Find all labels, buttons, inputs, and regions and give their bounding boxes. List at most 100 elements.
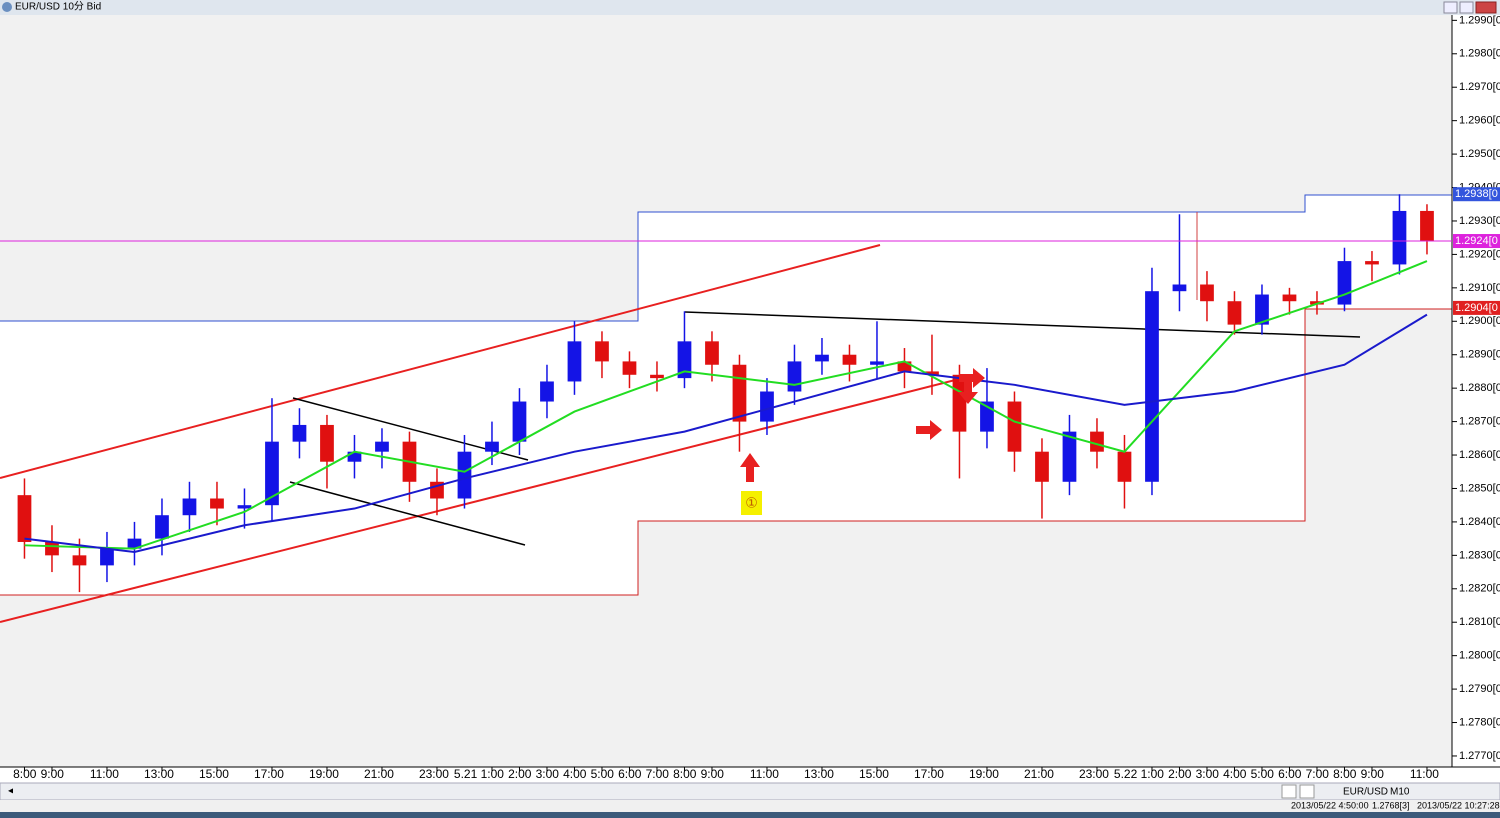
x-tick-label: 9:00 — [701, 767, 725, 781]
candle-body — [1227, 301, 1242, 325]
candle-body — [1062, 431, 1077, 482]
moving-average — [24, 260, 1428, 550]
candle-body — [705, 341, 719, 365]
y-tick-label: 1.2780[0 — [1459, 716, 1500, 728]
price-label-box — [1453, 300, 1500, 315]
candle-body — [237, 505, 252, 509]
x-tick-label: 2:00 — [1168, 767, 1192, 781]
x-tick-label: 11:00 — [90, 767, 119, 781]
candle-body — [1200, 284, 1214, 302]
y-tick-label: 1.2950[0 — [1459, 148, 1500, 160]
y-tick-label: 1.2970[0 — [1459, 81, 1500, 93]
candle-body — [292, 424, 307, 442]
timeframe-selector[interactable]: M10 — [1390, 787, 1410, 798]
y-tick-label: 1.2990[0 — [1459, 14, 1500, 26]
maximize-button[interactable] — [1459, 1, 1474, 14]
y-tick-label: 1.2900[0 — [1459, 315, 1500, 327]
candle-body — [1420, 210, 1434, 242]
x-tick-label: 3:00 — [536, 767, 560, 781]
candle-body — [45, 541, 59, 556]
y-tick-label: 1.2800[0 — [1459, 650, 1500, 662]
scroll-left-button[interactable] — [1281, 784, 1297, 799]
candle-body — [1172, 284, 1187, 292]
candle-body — [17, 495, 32, 542]
candle-body — [100, 548, 114, 566]
candle-body — [210, 498, 224, 509]
scroll-right-button[interactable] — [1299, 784, 1315, 799]
candle-body — [622, 361, 637, 375]
y-tick-label: 1.2870[0 — [1459, 416, 1500, 428]
x-tick-label: 23:00 — [1079, 767, 1109, 781]
scroll-left[interactable]: ◂ — [8, 786, 13, 797]
status-clock: 2013/05/22 10:27:28 — [1417, 800, 1500, 810]
x-tick-label: 19:00 — [969, 767, 999, 781]
channel-lower — [0, 374, 976, 623]
candle-body — [155, 515, 169, 539]
right-arrow — [916, 420, 942, 440]
title-bar — [0, 0, 1500, 15]
x-tick-label: 8:00 — [1333, 767, 1357, 781]
minimize-button[interactable] — [1443, 1, 1458, 14]
y-tick-label: 1.2960[0 — [1459, 115, 1500, 127]
candle-body — [595, 341, 609, 362]
window-icon — [2, 2, 12, 12]
candle-body — [1255, 294, 1269, 325]
range-top — [0, 194, 1452, 322]
down-arrow — [958, 380, 978, 404]
annotation-box — [741, 491, 762, 515]
candle-body — [1365, 261, 1379, 265]
x-tick-label: 9:00 — [1361, 767, 1385, 781]
y-tick-label: 1.2860[0 — [1459, 449, 1500, 461]
candle-body — [320, 424, 334, 462]
candle-body — [1392, 210, 1407, 265]
symbol-selector[interactable]: EUR/USD — [1343, 787, 1388, 798]
channel-upper — [0, 244, 881, 479]
x-tick-label: 19:00 — [309, 767, 339, 781]
x-tick-label: 11:00 — [750, 767, 779, 781]
price-label: 1.2924[0 — [1455, 235, 1498, 247]
candle-body — [897, 361, 912, 372]
candle-body — [787, 361, 802, 392]
x-tick-label: 7:00 — [646, 767, 670, 781]
y-tick-label: 1.2820[0 — [1459, 583, 1500, 595]
y-tick-label: 1.2770[0 — [1459, 750, 1500, 762]
y-tick-label: 1.2920[0 — [1459, 248, 1500, 260]
candle-body — [1007, 401, 1022, 452]
close-button[interactable] — [1475, 1, 1497, 14]
x-tick-label: 9:00 — [41, 767, 65, 781]
y-tick-label: 1.2840[0 — [1459, 516, 1500, 528]
x-tick-label: 17:00 — [914, 767, 944, 781]
x-tick-label: 4:00 — [1223, 767, 1247, 781]
x-tick-label: 3:00 — [1196, 767, 1220, 781]
candle-body — [760, 391, 774, 422]
candle-body — [540, 381, 554, 402]
y-tick-label: 1.2880[0 — [1459, 382, 1500, 394]
x-tick-label: 6:00 — [618, 767, 642, 781]
y-tick-label: 1.2910[0 — [1459, 282, 1500, 294]
x-tick-label: 21:00 — [364, 767, 394, 781]
scrollbar[interactable] — [0, 782, 1500, 801]
y-tick-label: 1.2930[0 — [1459, 215, 1500, 227]
candle-body — [677, 341, 692, 379]
candle-body — [1282, 294, 1297, 302]
candle-body — [815, 354, 829, 362]
y-tick-label: 1.2980[0 — [1459, 48, 1500, 60]
x-tick-label: 6:00 — [1278, 767, 1302, 781]
price-label: 1.2904[0 — [1455, 302, 1498, 314]
candle-body — [182, 498, 197, 516]
candle-body — [347, 451, 362, 462]
x-tick-label: 7:00 — [1306, 767, 1330, 781]
status-bar — [0, 800, 1500, 812]
price-label-box — [1453, 234, 1500, 249]
x-tick-label: 2:00 — [508, 767, 532, 781]
window-title: EUR/USD 10分 Bid — [15, 1, 101, 13]
x-tick-label: 8:00 — [673, 767, 697, 781]
x-tick-label: 13:00 — [804, 767, 834, 781]
x-tick-label: 8:00 — [13, 767, 37, 781]
candle-body — [485, 441, 499, 452]
flag-lower — [289, 481, 526, 546]
taskbar — [0, 812, 1500, 818]
y-tick-label: 1.2810[0 — [1459, 616, 1500, 628]
status-time: 2013/05/22 4:50:00 — [1291, 800, 1369, 810]
